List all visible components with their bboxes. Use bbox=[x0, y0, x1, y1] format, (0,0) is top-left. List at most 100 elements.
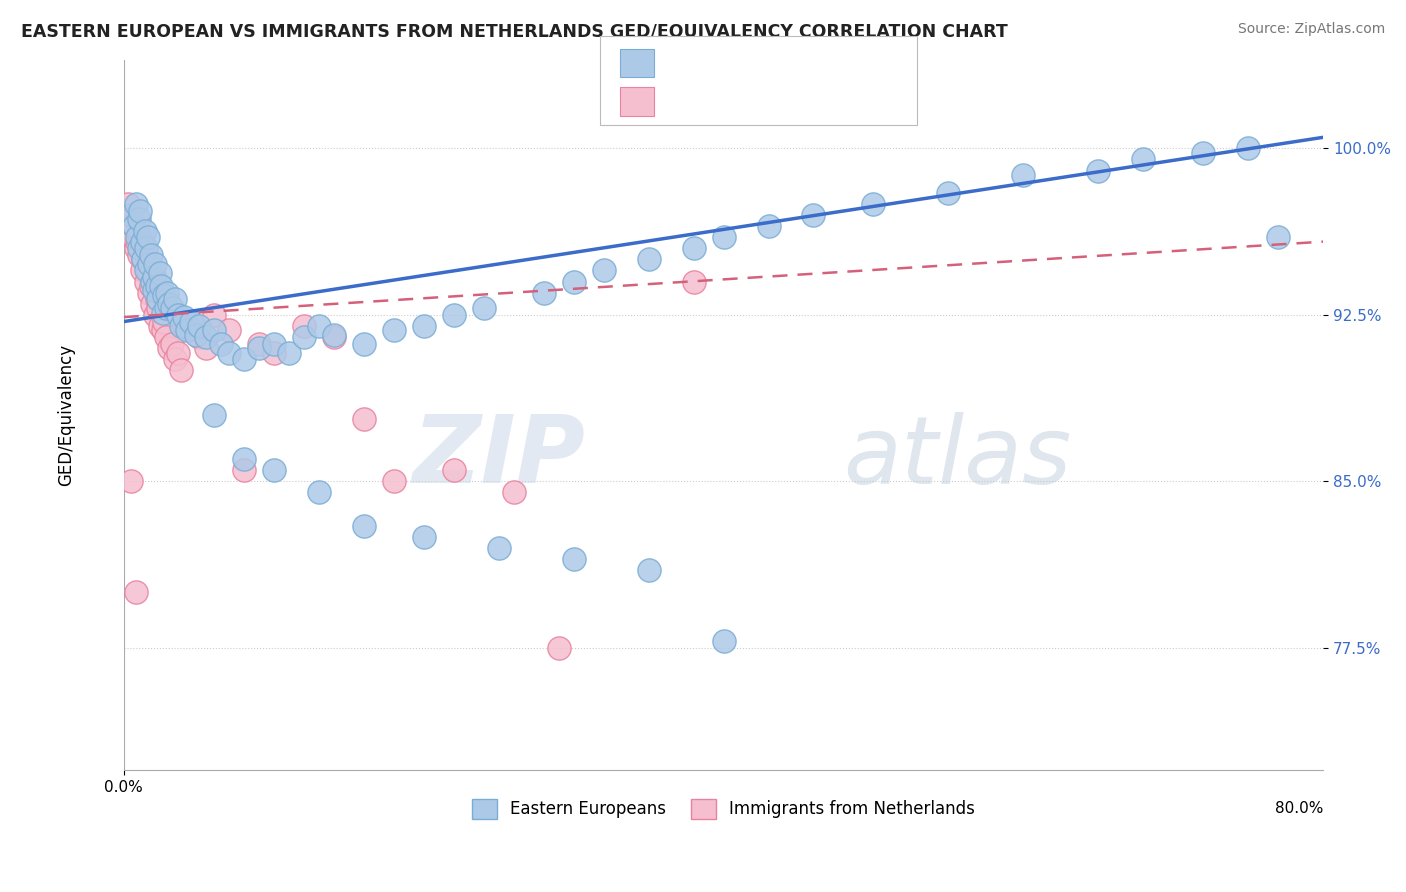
Point bbox=[117, 197, 139, 211]
Point bbox=[308, 485, 330, 500]
Point bbox=[134, 223, 156, 237]
Point bbox=[120, 475, 142, 489]
Point bbox=[149, 266, 172, 280]
Point bbox=[166, 345, 188, 359]
Point bbox=[127, 230, 149, 244]
Text: R = 0.295: R = 0.295 bbox=[661, 49, 744, 68]
Text: N = 79: N = 79 bbox=[790, 49, 848, 68]
Point bbox=[292, 318, 315, 333]
Point bbox=[146, 279, 169, 293]
Point bbox=[131, 235, 153, 249]
Point bbox=[353, 412, 375, 426]
Point bbox=[382, 323, 405, 337]
Point bbox=[247, 336, 270, 351]
Point bbox=[592, 263, 614, 277]
Point bbox=[132, 252, 155, 267]
Point bbox=[150, 285, 173, 300]
Point bbox=[135, 263, 157, 277]
Point bbox=[163, 352, 186, 367]
Point bbox=[443, 463, 465, 477]
Text: EASTERN EUROPEAN VS IMMIGRANTS FROM NETHERLANDS GED/EQUIVALENCY CORRELATION CHAR: EASTERN EUROPEAN VS IMMIGRANTS FROM NETH… bbox=[21, 22, 1008, 40]
Point bbox=[713, 634, 735, 648]
Point bbox=[443, 308, 465, 322]
Point bbox=[150, 279, 173, 293]
Point bbox=[472, 301, 495, 316]
Point bbox=[322, 330, 344, 344]
Point bbox=[1192, 145, 1215, 160]
Point bbox=[128, 241, 150, 255]
Point bbox=[353, 336, 375, 351]
Point bbox=[120, 208, 142, 222]
Point bbox=[143, 308, 166, 322]
Point bbox=[163, 293, 186, 307]
Point bbox=[637, 563, 659, 577]
Point bbox=[139, 279, 162, 293]
Point bbox=[170, 363, 193, 377]
Point bbox=[148, 301, 170, 316]
Point bbox=[153, 314, 176, 328]
Point bbox=[758, 219, 780, 233]
Point bbox=[195, 330, 218, 344]
Point bbox=[170, 318, 193, 333]
Point bbox=[142, 270, 165, 285]
Point bbox=[938, 186, 960, 200]
Point bbox=[1132, 153, 1154, 167]
Point bbox=[138, 257, 160, 271]
Point bbox=[135, 241, 157, 255]
Point bbox=[135, 275, 157, 289]
Point bbox=[322, 327, 344, 342]
Point bbox=[187, 318, 209, 333]
Point bbox=[124, 219, 146, 233]
Point bbox=[148, 293, 170, 307]
Point bbox=[502, 485, 524, 500]
Point bbox=[1087, 163, 1109, 178]
Point bbox=[157, 297, 180, 311]
Point bbox=[232, 452, 254, 467]
Point bbox=[173, 310, 195, 325]
Point bbox=[156, 285, 179, 300]
Point bbox=[682, 275, 704, 289]
Y-axis label: GED/Equivalency: GED/Equivalency bbox=[58, 343, 75, 486]
Text: R = 0.094: R = 0.094 bbox=[661, 88, 744, 106]
Point bbox=[187, 330, 209, 344]
Point bbox=[180, 323, 202, 337]
Point bbox=[131, 263, 153, 277]
Point bbox=[141, 275, 163, 289]
Point bbox=[263, 463, 285, 477]
Point bbox=[139, 248, 162, 262]
Point bbox=[533, 285, 555, 300]
Point bbox=[1267, 230, 1289, 244]
Point bbox=[142, 270, 165, 285]
Point bbox=[218, 345, 240, 359]
Point bbox=[488, 541, 510, 555]
Point bbox=[202, 308, 225, 322]
Point bbox=[128, 212, 150, 227]
Text: atlas: atlas bbox=[844, 412, 1071, 503]
Point bbox=[195, 341, 218, 355]
Point bbox=[125, 585, 148, 599]
Point bbox=[173, 318, 195, 333]
Point bbox=[134, 241, 156, 255]
Point bbox=[1237, 141, 1260, 155]
Point bbox=[232, 463, 254, 477]
Point bbox=[128, 248, 150, 262]
Point bbox=[138, 285, 160, 300]
Point bbox=[125, 241, 148, 255]
Point bbox=[142, 284, 165, 298]
Point bbox=[153, 288, 176, 302]
Point bbox=[263, 336, 285, 351]
Point bbox=[353, 518, 375, 533]
Legend: Eastern Europeans, Immigrants from Netherlands: Eastern Europeans, Immigrants from Nethe… bbox=[465, 792, 981, 826]
Point bbox=[166, 308, 188, 322]
Point bbox=[125, 197, 148, 211]
Point bbox=[129, 203, 152, 218]
Point bbox=[202, 408, 225, 422]
Point bbox=[292, 330, 315, 344]
Point bbox=[127, 235, 149, 249]
Point bbox=[862, 197, 884, 211]
Point bbox=[155, 330, 177, 344]
Point bbox=[637, 252, 659, 267]
Point bbox=[160, 336, 183, 351]
Text: 80.0%: 80.0% bbox=[1275, 800, 1323, 815]
Point bbox=[152, 323, 174, 337]
